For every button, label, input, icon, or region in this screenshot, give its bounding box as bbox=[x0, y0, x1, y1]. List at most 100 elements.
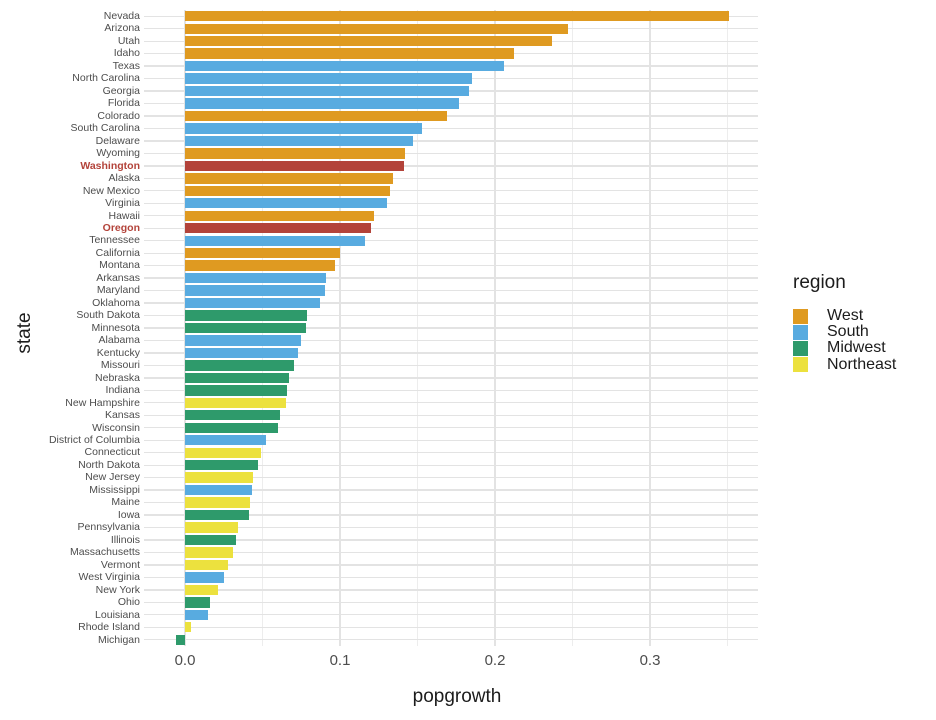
bar-utah bbox=[185, 35, 553, 47]
y-gridline bbox=[144, 277, 758, 279]
bar-rhode-island bbox=[185, 622, 192, 633]
y-tick-label: Mississippi bbox=[89, 483, 140, 496]
y-tick-label: Pennsylvania bbox=[77, 521, 140, 534]
bar-wisconsin bbox=[185, 422, 278, 433]
y-gridline bbox=[144, 564, 758, 566]
y-tick-label: South Dakota bbox=[76, 309, 140, 322]
bar-washington bbox=[185, 160, 404, 172]
y-tick-label: North Dakota bbox=[78, 458, 140, 471]
y-gridline bbox=[144, 464, 758, 466]
legend-label: Northeast bbox=[827, 355, 897, 373]
bar-hawaii bbox=[185, 210, 375, 221]
y-tick-label: Rhode Island bbox=[78, 621, 140, 634]
bar-georgia bbox=[185, 85, 469, 97]
bar-maryland bbox=[185, 285, 325, 296]
y-tick-label: Michigan bbox=[97, 633, 140, 646]
bar-nevada bbox=[185, 11, 730, 22]
y-tick-label: Oregon bbox=[102, 222, 140, 234]
bar-vermont bbox=[185, 559, 229, 571]
y-tick-label: Idaho bbox=[113, 47, 140, 60]
y-tick-label: Connecticut bbox=[84, 446, 140, 459]
y-tick-label: New Mexico bbox=[82, 184, 140, 197]
y-tick-label: Missouri bbox=[100, 359, 140, 372]
bar-maine bbox=[185, 497, 251, 508]
bar-connecticut bbox=[185, 447, 261, 458]
y-tick-label: California bbox=[95, 246, 140, 259]
y-tick-label: Hawaii bbox=[108, 209, 140, 222]
y-gridline bbox=[144, 252, 758, 254]
bar-new-mexico bbox=[185, 185, 390, 196]
y-tick-label: Arizona bbox=[104, 22, 140, 35]
y-gridline bbox=[144, 227, 758, 229]
y-gridline bbox=[144, 626, 758, 628]
legend-item-midwest: Midwest bbox=[793, 339, 886, 356]
legend-swatch-icon bbox=[793, 308, 808, 324]
bar-florida bbox=[185, 98, 460, 109]
y-tick-label: Wisconsin bbox=[92, 421, 140, 434]
legend-item-south: South bbox=[793, 323, 869, 340]
y-tick-label: Illinois bbox=[110, 533, 140, 546]
bar-montana bbox=[185, 260, 336, 271]
y-tick-label: West Virginia bbox=[78, 571, 140, 584]
plot-panel bbox=[144, 10, 758, 646]
bar-arkansas bbox=[185, 272, 327, 284]
y-gridline bbox=[144, 414, 758, 416]
y-tick-label: Montana bbox=[99, 259, 140, 272]
bar-missouri bbox=[185, 360, 294, 371]
y-tick-label: Louisiana bbox=[95, 608, 140, 621]
bar-alabama bbox=[185, 335, 302, 346]
y-tick-label: Oklahoma bbox=[92, 296, 140, 309]
y-tick-label: Virginia bbox=[105, 197, 140, 210]
bar-district-of-columbia bbox=[185, 435, 266, 446]
y-gridline bbox=[144, 165, 758, 167]
y-gridline bbox=[144, 215, 758, 217]
y-gridline bbox=[144, 614, 758, 616]
y-gridline bbox=[144, 427, 758, 429]
y-tick-label: Delaware bbox=[95, 134, 140, 147]
y-tick-label: Nebraska bbox=[95, 371, 140, 384]
y-tick-label: New York bbox=[95, 583, 140, 596]
bar-new-york bbox=[185, 584, 218, 596]
legend-item-northeast: Northeast bbox=[793, 356, 896, 373]
bar-wyoming bbox=[185, 148, 406, 159]
y-gridline bbox=[144, 476, 758, 479]
y-gridline bbox=[144, 452, 758, 454]
y-tick-label: Tennessee bbox=[89, 234, 140, 247]
legend-swatch-icon bbox=[793, 324, 808, 340]
y-tick-label: North Carolina bbox=[72, 72, 140, 85]
y-tick-label: Minnesota bbox=[91, 321, 140, 334]
bar-iowa bbox=[185, 509, 249, 521]
bar-virginia bbox=[185, 198, 387, 209]
x-tick-label: 0.2 bbox=[484, 652, 506, 669]
y-tick-label: Georgia bbox=[102, 84, 140, 97]
bar-north-carolina bbox=[185, 73, 472, 84]
bar-arizona bbox=[185, 23, 568, 34]
bar-alaska bbox=[185, 173, 393, 184]
y-gridline bbox=[144, 589, 758, 591]
y-gridline bbox=[144, 576, 758, 579]
y-gridline bbox=[144, 377, 758, 379]
bar-tennessee bbox=[185, 235, 365, 246]
bar-louisiana bbox=[185, 609, 209, 620]
bar-texas bbox=[185, 60, 505, 72]
bar-illinois bbox=[185, 534, 237, 546]
y-tick-label: Iowa bbox=[117, 508, 140, 521]
y-gridline bbox=[144, 314, 758, 317]
y-tick-label: Ohio bbox=[117, 596, 140, 609]
y-gridline bbox=[144, 127, 758, 130]
bar-kansas bbox=[185, 410, 280, 421]
y-tick-label: Colorado bbox=[97, 109, 140, 122]
y-gridline bbox=[144, 202, 758, 204]
y-tick-label: Alabama bbox=[98, 334, 140, 347]
y-gridline bbox=[144, 639, 758, 641]
y-gridline bbox=[144, 402, 758, 404]
y-tick-label: Massachusetts bbox=[69, 546, 140, 559]
y-gridline bbox=[144, 514, 758, 516]
y-tick-label: Maryland bbox=[96, 284, 140, 297]
legend-label: South bbox=[827, 323, 869, 341]
bar-south-dakota bbox=[185, 310, 308, 321]
y-gridline bbox=[144, 389, 758, 391]
y-tick-label: Indiana bbox=[105, 384, 140, 397]
bar-minnesota bbox=[185, 322, 306, 334]
